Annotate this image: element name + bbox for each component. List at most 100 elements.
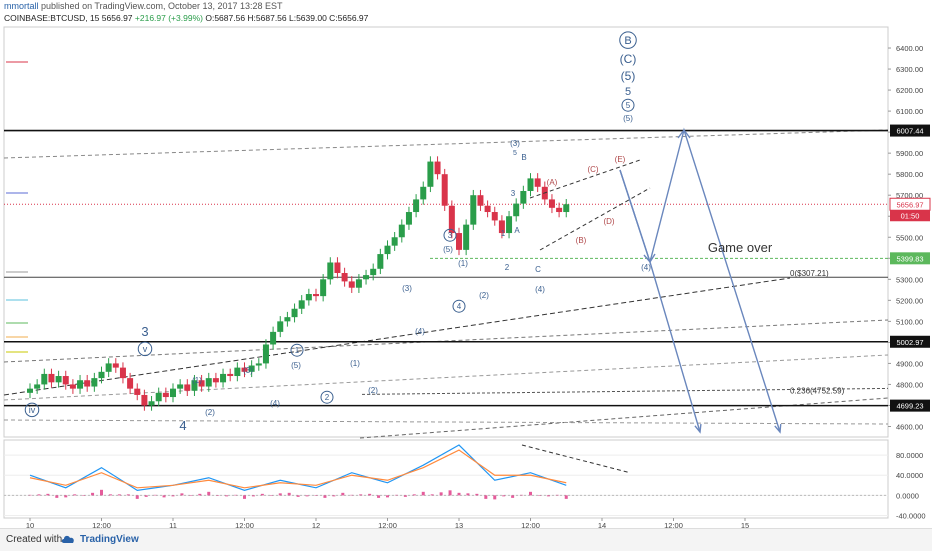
wave-label: (5) <box>443 245 453 254</box>
candle-body <box>248 365 255 372</box>
candle-body <box>91 378 98 387</box>
wave-label: (3) <box>510 139 520 148</box>
candle-body <box>262 344 269 364</box>
histogram-bar <box>412 494 416 496</box>
histogram-bar <box>332 495 336 497</box>
y-tick-label: 5900.00 <box>896 149 923 158</box>
histogram-bar <box>269 495 273 496</box>
countdown-tag <box>890 210 930 222</box>
histogram-bar <box>466 493 470 496</box>
candle-body <box>41 373 48 385</box>
fib-236-line <box>361 387 889 395</box>
wave-circle <box>621 98 635 112</box>
price-chart[interactable]: 4600.004700.004800.004900.005000.005100.… <box>0 0 932 528</box>
candle-body <box>212 378 219 383</box>
histogram-bar <box>314 495 318 496</box>
histogram-bar <box>448 490 452 496</box>
candle-body <box>241 367 248 372</box>
wave-label: (3) <box>402 284 412 293</box>
candle-body <box>470 195 477 225</box>
y-tick-label: 6400.00 <box>896 44 923 53</box>
y-tick-label: 4600.00 <box>896 422 923 431</box>
symbol-label: COINBASE:BTCUSD, 15 <box>4 13 100 23</box>
candle-body <box>177 384 184 389</box>
candle-body <box>477 195 484 206</box>
y-tick-label: 6200.00 <box>896 86 923 95</box>
footer-bar: Created with TradingView <box>0 528 932 551</box>
candle-body <box>305 294 312 301</box>
x-tick-label: 15 <box>741 521 749 528</box>
x-tick-label: 14 <box>598 521 606 528</box>
x-tick-label: 11 <box>169 521 177 528</box>
candle-body <box>370 268 377 276</box>
candle-body <box>127 378 134 389</box>
histogram-bar <box>180 493 184 496</box>
histogram-bar <box>216 495 220 496</box>
candle-body <box>341 273 348 282</box>
candle-body <box>463 224 470 250</box>
channel-line <box>359 397 889 439</box>
candle-body <box>270 331 277 345</box>
wave-label: C <box>535 265 541 274</box>
candle-body <box>162 392 169 398</box>
level-price-tag <box>890 124 930 137</box>
wave-circle <box>24 402 40 418</box>
x-tick-label: 12 <box>312 521 320 528</box>
wave-label: 3 <box>448 231 453 240</box>
created-with-label: Created with <box>6 534 63 545</box>
histogram-bar <box>537 495 541 496</box>
candle-body <box>48 373 55 383</box>
x-tick-label: 13 <box>455 521 463 528</box>
wave-label: (D) <box>603 217 614 226</box>
histogram-bar <box>386 495 389 498</box>
histogram-bar <box>377 495 381 498</box>
projection-arrow-short-head <box>694 423 702 434</box>
y-tick-label: 6100.00 <box>896 107 923 116</box>
wave-label: (5) <box>623 114 633 123</box>
x-tick-label: 10 <box>26 521 34 528</box>
histogram-bar <box>73 494 77 496</box>
wave-circle <box>452 299 466 313</box>
wave-circle <box>619 31 637 49</box>
wave-label: (4) <box>641 263 651 272</box>
candle-body <box>405 212 412 225</box>
candle-body <box>77 380 84 389</box>
histogram-bar <box>475 493 479 496</box>
candle-body <box>234 367 241 377</box>
y-tick-label: 5100.00 <box>896 317 923 326</box>
candle-body <box>112 363 119 368</box>
histogram-bar <box>91 492 95 496</box>
projection-peak-head <box>677 128 691 139</box>
wave-label: 5 <box>625 86 631 98</box>
y-tick-label: 4900.00 <box>896 359 923 368</box>
fib-label: 0.236(4752.59) <box>790 386 845 395</box>
candle-body <box>98 371 105 379</box>
tradingview-link[interactable]: TradingView <box>80 534 139 545</box>
wave-label: (5) <box>621 69 636 83</box>
histogram-bar <box>511 495 515 498</box>
wave-label: B <box>624 35 631 47</box>
y-tick-label: 5300.00 <box>896 275 923 284</box>
wave-label: B <box>521 153 526 162</box>
wave-label: A <box>514 226 520 235</box>
countdown-label: 01:50 <box>901 211 920 220</box>
histogram-bar <box>28 494 32 496</box>
candle-body <box>170 388 176 398</box>
histogram-bar <box>359 494 363 496</box>
channel-line <box>3 277 791 396</box>
histogram-bar <box>108 494 112 496</box>
wave-circle <box>320 390 334 404</box>
author-link[interactable]: mmortall <box>4 1 39 11</box>
level-price-tag <box>890 335 930 348</box>
histogram-bar <box>64 495 68 498</box>
histogram-bar <box>162 495 166 498</box>
candle-body <box>62 376 69 385</box>
wave-label: (2) <box>368 386 378 395</box>
candle-body <box>355 279 362 288</box>
candle-body <box>534 178 541 187</box>
level-price-label: 6007.44 <box>896 127 923 136</box>
histogram-bar <box>144 495 148 497</box>
histogram-bar <box>82 495 86 496</box>
candle-body <box>363 275 370 280</box>
candle-body <box>491 212 498 221</box>
